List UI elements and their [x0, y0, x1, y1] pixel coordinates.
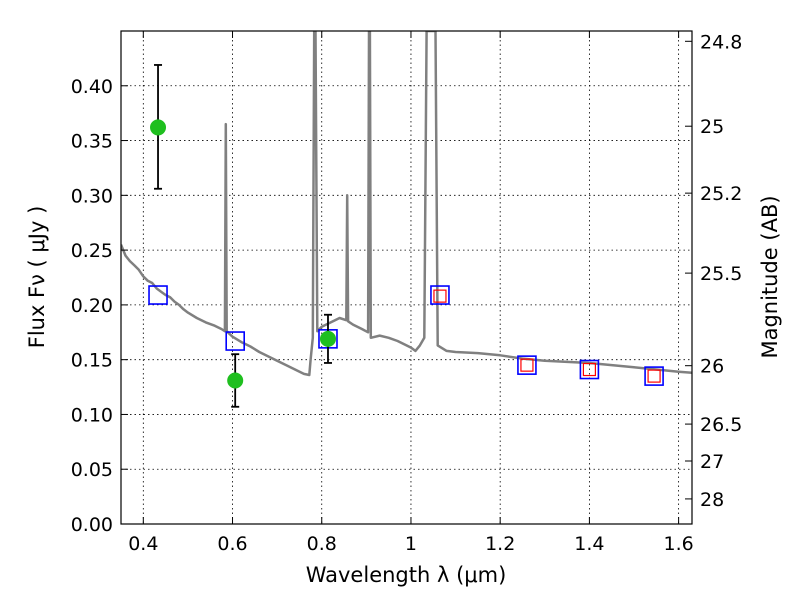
- model-photometry-blue-square: [579, 359, 600, 380]
- model-photometry-blue-square: [225, 331, 245, 351]
- right-tick-label: 26: [700, 356, 724, 378]
- model-photometry-blue-square: [430, 285, 450, 305]
- right-tick-label: 25: [700, 116, 724, 138]
- y-tick-label: 0.15: [71, 350, 113, 372]
- x-axis-ticks: 0.4 0.6 0.8 1 1.2 1.4 1.6: [128, 31, 694, 555]
- y-tick-label: 0.05: [71, 459, 113, 481]
- y-axis-ticks: 0.00 0.05 0.10 0.15 0.20 0.25 0.30 0.35 0.40: [71, 76, 128, 536]
- observed-flux-point: [227, 372, 244, 389]
- y-axis-label: Flux Fν ( μJy ): [25, 206, 49, 349]
- x-tick-label: 1.2: [485, 533, 515, 555]
- right-tick-label: 26.5: [700, 414, 742, 436]
- y-tick-label: 0.40: [71, 76, 113, 98]
- right-axis-label: Magnitude (AB): [758, 195, 782, 358]
- right-tick-label: 25.2: [700, 183, 742, 205]
- right-tick-label: 25.5: [700, 263, 742, 285]
- model-photometry-blue-square: [517, 355, 537, 375]
- plot-frame: [120, 30, 693, 525]
- x-tick-label: 1.6: [664, 533, 694, 555]
- model-photometry-blue-square: [148, 285, 168, 305]
- observed-flux-point: [150, 119, 167, 136]
- y-tick-label: 0.00: [71, 514, 113, 536]
- model-spectrum-line: [121, 31, 692, 377]
- y-tick-label: 0.10: [71, 404, 113, 426]
- x-tick-label: 0.8: [307, 533, 337, 555]
- y-tick-label: 0.35: [71, 131, 113, 153]
- x-tick-label: 0.6: [217, 533, 247, 555]
- plot-content: [121, 31, 692, 408]
- right-axis-ticks: 24.8 25 25.2 25.5 26 26.5 27 28: [685, 31, 742, 511]
- model-photometry-red-square: [647, 369, 661, 383]
- right-tick-label: 24.8: [700, 31, 742, 53]
- y-tick-label: 0.20: [71, 295, 113, 317]
- model-photometry-red-square: [433, 289, 447, 303]
- x-tick-label: 0.4: [128, 533, 158, 555]
- right-tick-label: 28: [700, 489, 724, 511]
- model-photometry-blue-square: [644, 366, 664, 386]
- x-tick-label: 1: [405, 533, 417, 555]
- grid-lines: [121, 31, 692, 525]
- right-tick-label: 27: [700, 451, 724, 473]
- model-photometry-red-square: [582, 362, 596, 377]
- y-tick-label: 0.25: [71, 240, 113, 262]
- model-photometry-red-square: [520, 358, 534, 372]
- observed-flux-point: [319, 330, 336, 347]
- x-tick-label: 1.4: [574, 533, 604, 555]
- y-tick-label: 0.30: [71, 185, 113, 207]
- x-axis-label: Wavelength λ (μm): [306, 563, 507, 587]
